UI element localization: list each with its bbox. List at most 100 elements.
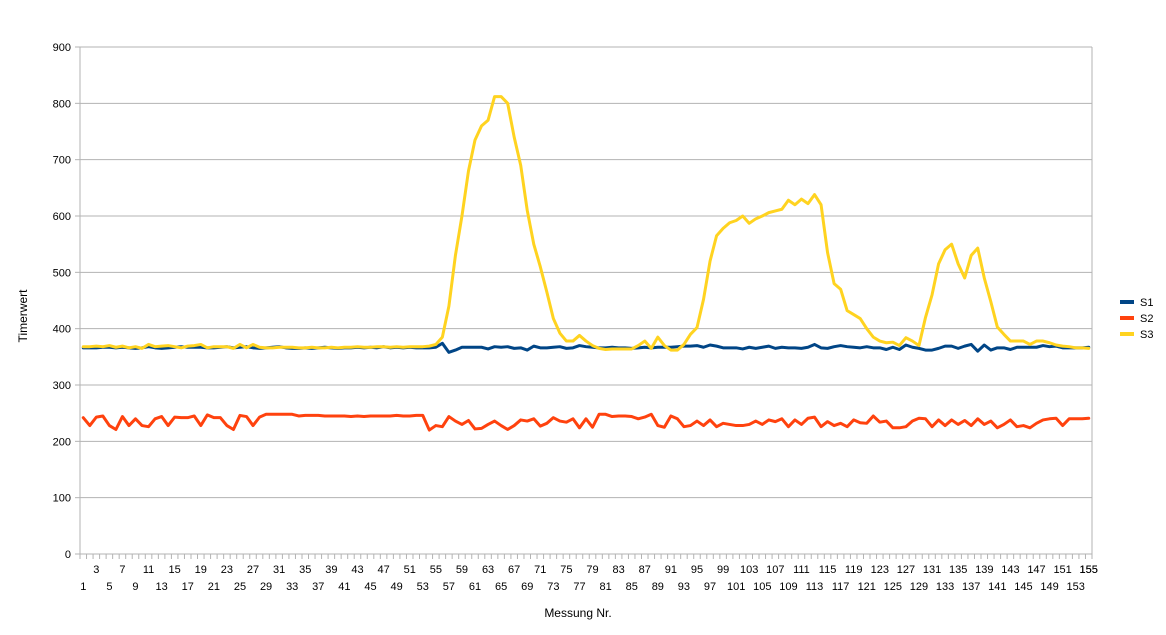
x-tick-label: 21 [208, 581, 220, 593]
x-tick-label: 149 [1040, 581, 1058, 593]
y-tick-label: 900 [53, 42, 71, 54]
grid [80, 46, 1092, 555]
y-tick-label: 500 [53, 267, 71, 279]
series-lines [81, 95, 1091, 432]
x-tick-label: 47 [377, 564, 389, 576]
x-tick-label: 117 [832, 581, 850, 593]
x-tick-label: 101 [727, 581, 745, 593]
x-tick-label: 61 [469, 581, 481, 593]
y-tick-label: 0 [65, 549, 71, 561]
x-tick-label: 71 [534, 564, 546, 576]
series-line-s2 [81, 412, 1091, 432]
x-tick-label: 69 [521, 581, 533, 593]
x-tick-label: 131 [923, 564, 941, 576]
x-tick-label: 153 [1066, 581, 1084, 593]
x-tick-label: 41 [338, 581, 350, 593]
x-tick-label: 63 [482, 564, 494, 576]
x-tick-label: 99 [717, 564, 729, 576]
x-tick-label: 39 [325, 564, 337, 576]
x-tick-label: 1 [80, 581, 86, 593]
x-tick-label: 49 [391, 581, 403, 593]
legend-label-s3: S3 [1140, 329, 1153, 341]
axes [75, 46, 1093, 559]
x-tick-label: 59 [456, 564, 468, 576]
x-tick-label: 97 [704, 581, 716, 593]
x-tick-label: 31 [273, 564, 285, 576]
x-tick-label: 25 [234, 581, 246, 593]
x-tick-label: 103 [740, 564, 758, 576]
x-tick-label: 93 [678, 581, 690, 593]
x-tick-label: 23 [221, 564, 233, 576]
legend-label-s1: S1 [1140, 297, 1153, 309]
y-axis-title: Timerwert [16, 289, 30, 343]
x-tick-label: 27 [247, 564, 259, 576]
x-tick-label: 87 [639, 564, 651, 576]
x-tick-label: 83 [613, 564, 625, 576]
x-tick-label: 147 [1027, 564, 1045, 576]
x-tick-label: 57 [443, 581, 455, 593]
x-tick-label: 79 [586, 564, 598, 576]
x-tick-label: 45 [364, 581, 376, 593]
x-tick-label: 13 [155, 581, 167, 593]
x-tick-label: 155 [1080, 564, 1098, 576]
tick-labels: 0100200300400500600700800900135791113151… [53, 42, 1098, 593]
x-tick-label: 55 [430, 564, 442, 576]
x-tick-label: 33 [286, 581, 298, 593]
x-tick-label: 111 [793, 564, 810, 576]
x-tick-label: 19 [195, 564, 207, 576]
x-tick-label: 107 [766, 564, 784, 576]
series-line-s3 [81, 95, 1091, 352]
x-tick-label: 53 [417, 581, 429, 593]
series-line-s1 [81, 341, 1091, 354]
x-tick-label: 115 [819, 564, 837, 576]
x-tick-label: 145 [1014, 581, 1032, 593]
x-tick-label: 89 [652, 581, 664, 593]
x-tick-label: 123 [871, 564, 889, 576]
x-tick-label: 35 [299, 564, 311, 576]
x-tick-label: 105 [753, 581, 771, 593]
x-tick-label: 141 [988, 581, 1006, 593]
y-tick-label: 300 [53, 380, 71, 392]
x-tick-label: 119 [845, 564, 863, 576]
y-tick-label: 100 [53, 493, 71, 505]
x-tick-label: 133 [936, 581, 954, 593]
x-tick-label: 29 [260, 581, 272, 593]
x-tick-label: 11 [143, 564, 154, 576]
x-tick-label: 77 [573, 581, 585, 593]
x-tick-label: 85 [626, 581, 638, 593]
legend: S1 S2 S3 [1120, 297, 1153, 341]
x-tick-label: 121 [858, 581, 876, 593]
x-axis-title: Messung Nr. [544, 606, 611, 620]
x-tick-label: 51 [404, 564, 416, 576]
x-tick-label: 3 [93, 564, 99, 576]
x-tick-label: 7 [119, 564, 125, 576]
x-tick-label: 9 [132, 581, 138, 593]
x-tick-label: 75 [560, 564, 572, 576]
x-tick-label: 109 [779, 581, 797, 593]
x-tick-label: 113 [806, 581, 824, 593]
x-tick-label: 37 [312, 581, 324, 593]
y-tick-label: 800 [53, 98, 71, 110]
x-tick-label: 43 [351, 564, 363, 576]
y-tick-label: 200 [53, 436, 71, 448]
x-tick-label: 17 [182, 581, 194, 593]
x-tick-label: 95 [691, 564, 703, 576]
x-tick-label: 125 [884, 581, 902, 593]
x-tick-label: 81 [599, 581, 611, 593]
legend-label-s2: S2 [1140, 313, 1153, 325]
y-tick-label: 400 [53, 324, 71, 336]
x-tick-label: 91 [665, 564, 677, 576]
x-tick-label: 127 [897, 564, 915, 576]
x-tick-label: 65 [495, 581, 507, 593]
y-tick-label: 600 [53, 211, 71, 223]
x-tick-label: 67 [508, 564, 520, 576]
x-tick-label: 73 [547, 581, 559, 593]
x-tick-label: 129 [910, 581, 928, 593]
x-tick-label: 15 [169, 564, 181, 576]
y-tick-label: 700 [53, 155, 71, 167]
x-tick-label: 155 [1080, 564, 1098, 576]
x-tick-label: 135 [949, 564, 967, 576]
x-tick-label: 139 [975, 564, 993, 576]
